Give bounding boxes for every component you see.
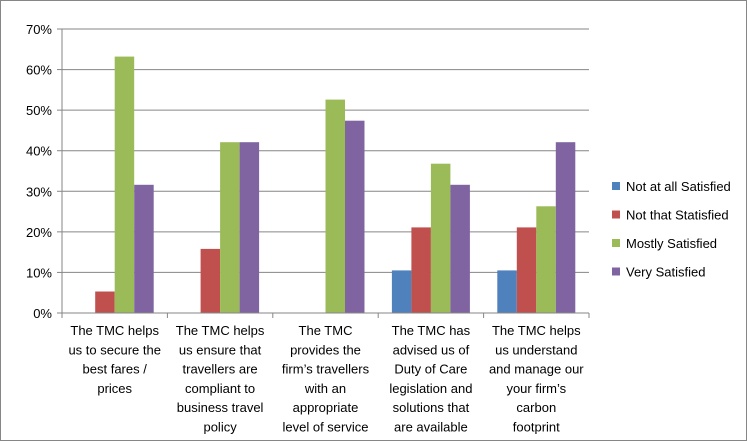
bar (516, 227, 537, 313)
category-label-line: solutions that (393, 400, 470, 415)
bar (536, 206, 556, 313)
y-tick-label: 0% (33, 306, 52, 321)
category-label-line: policy (203, 420, 237, 435)
category-label-line: best fares / (83, 362, 148, 377)
bar (95, 291, 115, 313)
bar (325, 99, 345, 313)
y-tick-label: 10% (26, 265, 52, 280)
legend-swatch (612, 182, 620, 190)
bar (497, 270, 517, 313)
y-tick-label: 20% (26, 225, 52, 240)
bar (450, 184, 470, 313)
category-label-line: provides the (290, 342, 361, 357)
category-label: The TMC helps us ensure that travellers ar… (176, 323, 265, 435)
category-label-line: Duty of Care (394, 362, 467, 377)
category-label-line: us understand (495, 342, 577, 357)
category-label: The TMC helps us to secure the best fares … (68, 323, 161, 396)
y-tick-label: 60% (26, 63, 52, 78)
y-tick-label: 50% (26, 103, 52, 118)
y-tick-label: 30% (26, 184, 52, 199)
category-label-line: appropriate (293, 400, 359, 415)
bar (114, 56, 135, 314)
category-label-line: travellers are (183, 362, 258, 377)
y-tick-labels: 0% 10% 20% 30% 40% 50% 60% 70% (26, 22, 52, 321)
category-label-line: and manage our (489, 362, 584, 377)
legend-swatch (612, 239, 620, 247)
category-label: The TMC has advised us of Duty of Care legi… (389, 323, 472, 435)
category-label-line: your firm’s (506, 381, 566, 396)
category-label-line: compliant to (185, 381, 255, 396)
category-label-line: with an (304, 381, 346, 396)
category-label-line: carbon (516, 400, 556, 415)
category-label-line: us to secure the (68, 342, 161, 357)
category-label-line: legislation and (389, 381, 472, 396)
bar (345, 120, 365, 313)
legend: Not at all Satisfied Not that Statisfied M… (612, 179, 731, 280)
legend-label: Mostly Satisfied (626, 236, 717, 251)
category-label-line: firm’s travellers (282, 362, 370, 377)
category-label-line: The TMC helps (492, 323, 581, 338)
bar (220, 142, 240, 313)
bar (134, 184, 154, 313)
category-label: The TMC provides the firm’s travellers with… (282, 323, 370, 435)
category-label-line: The TMC has (392, 323, 471, 338)
category-label: The TMC helps us understand and manage our… (489, 323, 584, 435)
legend-label: Not that Statisfied (626, 208, 729, 223)
y-tick-label: 70% (26, 22, 52, 37)
legend-swatch (612, 210, 620, 219)
bar (391, 270, 412, 313)
bar (555, 142, 576, 313)
category-label-line: us ensure that (179, 342, 262, 357)
category-labels: The TMC helps us to secure the best fares … (68, 323, 584, 435)
category-label-line: prices (97, 381, 132, 396)
bar (200, 248, 221, 313)
bar (411, 227, 431, 313)
category-label-line: advised us of (393, 342, 470, 357)
bar (430, 163, 451, 313)
category-label-line: The TMC helps (176, 323, 265, 338)
category-label-line: footprint (513, 420, 560, 435)
bars (95, 56, 576, 314)
y-tick-label: 40% (26, 144, 52, 159)
legend-label: Very Satisfied (626, 265, 706, 280)
category-label-line: The TMC (299, 323, 353, 338)
category-label-line: business travel (177, 400, 264, 415)
category-label-line: are available (394, 420, 468, 435)
legend-label: Not at all Satisfied (626, 179, 731, 194)
category-label-line: The TMC helps (70, 323, 159, 338)
category-label-line: level of service (283, 420, 369, 435)
legend-swatch (612, 267, 620, 276)
axes (57, 28, 590, 318)
bar (239, 142, 260, 313)
